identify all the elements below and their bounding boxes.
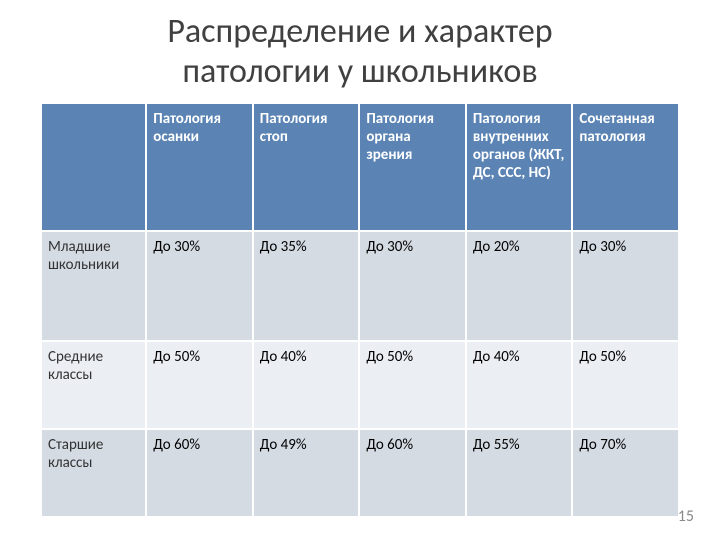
col-header: Патология осанки (146, 103, 253, 231)
cell: До 35% (253, 231, 360, 341)
slide: Распределение и характер патологии у шко… (0, 0, 720, 540)
cell: До 49% (253, 429, 360, 517)
cell: До 50% (146, 341, 253, 429)
row-label: Средние классы (41, 341, 146, 429)
cell: До 50% (572, 341, 679, 429)
cell: До 60% (146, 429, 253, 517)
cell: До 30% (572, 231, 679, 341)
cell: До 30% (359, 231, 466, 341)
title-line-2: патологии у школьников (182, 51, 537, 92)
cell: До 20% (466, 231, 573, 341)
cell: До 40% (253, 341, 360, 429)
cell: До 70% (572, 429, 679, 517)
col-header: Патология стоп (253, 103, 360, 231)
cell: До 55% (466, 429, 573, 517)
col-header: Патология органа зрения (359, 103, 466, 231)
cell: До 50% (359, 341, 466, 429)
row-label: Младшие школьники (41, 231, 146, 341)
cell: До 40% (466, 341, 573, 429)
pathology-table: Патология осанки Патология стоп Патологи… (40, 102, 680, 518)
table-row: Младшие школьники До 30% До 35% До 30% Д… (41, 231, 679, 341)
page-number: 15 (678, 507, 694, 526)
table-row: Средние классы До 50% До 40% До 50% До 4… (41, 341, 679, 429)
cell: До 60% (359, 429, 466, 517)
table-header-row: Патология осанки Патология стоп Патологи… (41, 103, 679, 231)
title-line-1: Распределение и характер (167, 11, 552, 52)
table-row: Старшие классы До 60% До 49% До 60% До 5… (41, 429, 679, 517)
row-label: Старшие классы (41, 429, 146, 517)
col-header (41, 103, 146, 231)
slide-title: Распределение и характер патологии у шко… (40, 12, 680, 92)
col-header: Патология внутренних органов (ЖКТ, ДС, С… (466, 103, 573, 231)
col-header: Сочетанная патология (572, 103, 679, 231)
cell: До 30% (146, 231, 253, 341)
